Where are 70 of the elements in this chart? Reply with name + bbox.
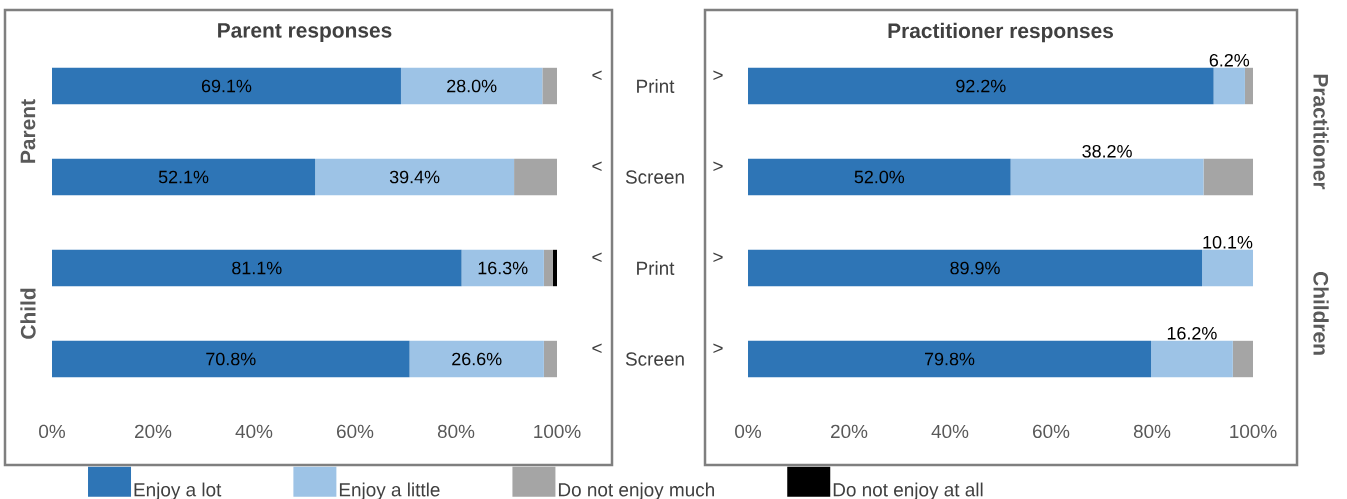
bar <box>461 249 544 287</box>
text: Parent <box>20 99 36 163</box>
bar <box>52 158 316 196</box>
text: > <box>713 343 723 354</box>
bar <box>400 67 543 105</box>
chart-title: Parent responses <box>218 23 392 42</box>
bar <box>542 67 557 105</box>
x-tick-label: 80% <box>1133 424 1171 439</box>
bar <box>52 67 401 105</box>
bar <box>1151 340 1233 378</box>
bar <box>1202 249 1254 287</box>
x-tick-label: 0% <box>39 424 65 439</box>
data-label: 16.2% <box>1167 326 1217 340</box>
data-label: 10.1% <box>1203 235 1253 249</box>
bar <box>409 340 544 378</box>
text: < <box>592 343 602 354</box>
text: < <box>592 161 602 172</box>
text: > <box>713 252 723 263</box>
bar <box>748 67 1214 105</box>
data-label: 92.2% <box>956 79 1006 93</box>
data-label: 52.0% <box>854 170 905 184</box>
text: Children <box>1313 271 1329 355</box>
data-label: 38.2% <box>1082 144 1132 158</box>
x-tick-label: 20% <box>135 424 172 439</box>
data-label: 26.6% <box>452 352 502 366</box>
data-label: 70.8% <box>206 352 256 366</box>
text: < <box>592 70 602 81</box>
bar <box>543 340 557 378</box>
bar <box>52 340 410 378</box>
data-label: 81.1% <box>232 261 282 275</box>
bar <box>748 249 1203 287</box>
y-tick-label: Print <box>637 261 675 275</box>
x-tick-label: 80% <box>437 424 475 439</box>
x-tick-label: 100% <box>1230 424 1277 439</box>
bar <box>1203 158 1254 196</box>
x-tick-label: 40% <box>931 424 969 439</box>
text: > <box>713 70 723 81</box>
bar <box>315 158 515 196</box>
x-tick-label: 20% <box>831 424 868 439</box>
data-label: 79.8% <box>925 352 975 366</box>
text: Practitioner <box>1313 74 1329 190</box>
data-label: 6.2% <box>1209 53 1250 67</box>
bar <box>748 158 1011 196</box>
bar <box>1010 158 1204 196</box>
data-label: 52.1% <box>158 170 209 184</box>
data-label: 69.1% <box>201 79 252 93</box>
x-tick-label: 0% <box>735 424 762 439</box>
data-label: 28.0% <box>447 79 497 93</box>
y-tick-label: Screen <box>625 352 684 366</box>
y-tick-label: Print <box>637 79 675 93</box>
bar <box>514 158 557 196</box>
data-label: 39.4% <box>389 170 440 184</box>
data-label: 89.9% <box>950 261 1000 275</box>
bar <box>1213 67 1245 105</box>
x-tick-label: 60% <box>337 424 374 439</box>
bar <box>552 249 557 287</box>
y-tick-label: Screen <box>625 170 684 184</box>
bar <box>1232 340 1254 378</box>
x-tick-label: 100% <box>534 424 581 439</box>
bar <box>1244 67 1254 105</box>
chart-title: Practitioner responses <box>888 22 1113 43</box>
x-tick-label: 40% <box>235 424 273 439</box>
data-label: 16.3% <box>478 261 528 275</box>
bar <box>543 249 553 287</box>
text: > <box>713 161 723 172</box>
bar <box>748 340 1151 378</box>
text: < <box>592 252 602 263</box>
x-tick-label: 60% <box>1033 424 1070 439</box>
text: Child <box>20 288 36 339</box>
bar <box>52 249 462 287</box>
